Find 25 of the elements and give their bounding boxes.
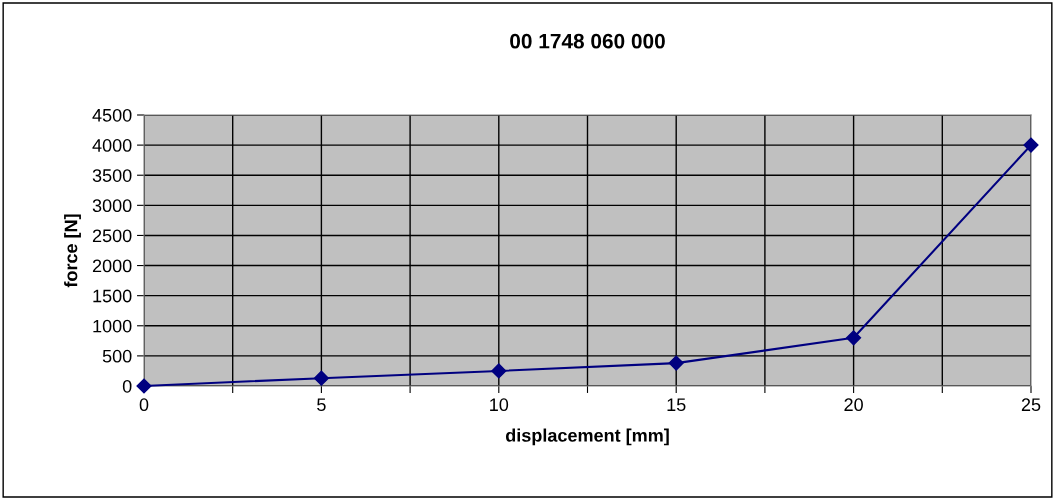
point bbox=[1023, 137, 1039, 153]
x-tick-label: 25 bbox=[1021, 398, 1041, 412]
y-tick-label: 4500 bbox=[92, 108, 132, 122]
x-tick-label: 5 bbox=[317, 398, 326, 412]
chart-title: 00 1748 060 000 bbox=[510, 33, 665, 49]
x-axis-title: displacement [mm] bbox=[505, 428, 669, 446]
point bbox=[136, 378, 152, 394]
x-tick-label: 15 bbox=[667, 398, 686, 412]
y-tick-label: 0 bbox=[122, 379, 132, 393]
y-tick-label: 2500 bbox=[92, 229, 132, 243]
point bbox=[846, 330, 862, 346]
y-tick-label: 3500 bbox=[92, 169, 132, 182]
x-tick-label: 20 bbox=[844, 398, 863, 412]
point bbox=[313, 370, 329, 386]
y-tick-label: 1000 bbox=[93, 319, 132, 333]
y-tick-label: 4000 bbox=[92, 139, 132, 152]
y-tick-label: 2000 bbox=[92, 259, 132, 273]
x-tick-label: 10 bbox=[490, 398, 509, 412]
x-tick-label: 0 bbox=[139, 398, 149, 412]
y-axis-title: force [N] bbox=[64, 214, 81, 288]
y-tick-label: 3000 bbox=[92, 199, 132, 213]
point bbox=[491, 363, 507, 379]
y-tick-label: 1500 bbox=[93, 289, 132, 303]
point bbox=[668, 355, 684, 371]
y-tick-label: 500 bbox=[102, 349, 132, 363]
